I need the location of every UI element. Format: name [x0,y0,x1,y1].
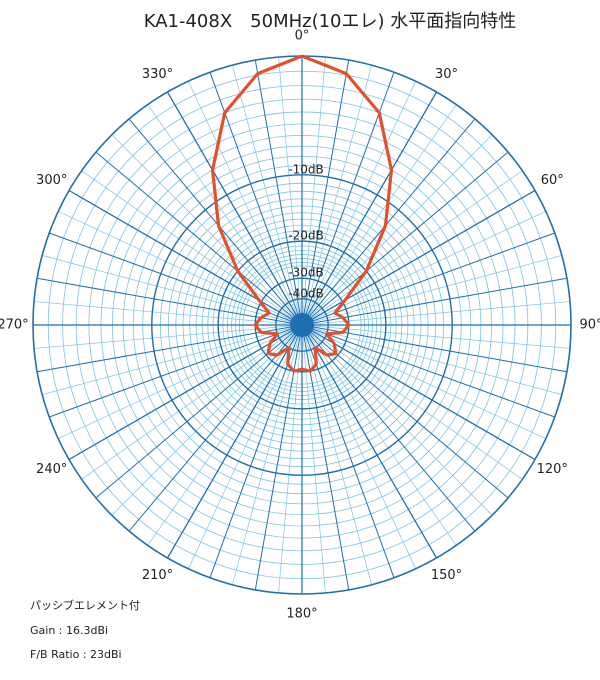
note: F/B Ratio : 23dBi [30,648,122,661]
r-tick-label: -20dB [288,229,323,243]
spoke [95,151,303,326]
spoke [301,324,555,418]
spoke [81,324,303,480]
spoke [209,324,303,578]
spoke [301,232,555,326]
spoke [254,59,303,326]
r-tick-label: -40dB [288,286,323,300]
theta-tick-label: 330° [142,67,173,82]
spoke [301,324,372,585]
spoke [301,151,509,326]
theta-grid-line [301,91,438,326]
spoke [301,324,568,373]
spoke [232,324,303,585]
spoke [147,104,303,326]
spoke [128,118,303,326]
theta-tick-label: 90° [579,318,600,333]
spoke [301,56,326,326]
theta-grid-line [68,189,303,326]
spoke [301,255,562,326]
grid [32,55,572,595]
theta-tick-label: 300° [36,173,67,188]
spoke [301,324,417,569]
spoke [301,324,523,480]
spoke [301,324,546,440]
spoke [301,81,417,326]
note: パッシブエレメント付 [30,598,140,612]
spoke [301,170,523,326]
r-tick-label: -10dB [288,162,323,176]
spoke [111,134,303,326]
theta-grid-line [301,324,536,461]
spoke [36,324,303,373]
spoke [301,324,562,395]
spoke [301,324,457,546]
chart-title: KA1-408X 50MHz(10エレ) 水平面指向特性 [144,11,517,32]
spoke [278,56,303,326]
spoke [49,324,303,418]
theta-tick-label: 120° [537,462,568,477]
spoke [58,324,303,440]
spoke [147,324,303,546]
theta-grid-line [68,324,303,461]
note: Gain : 16.3dBi [30,624,108,637]
r-tick-label: -30dB [288,266,323,280]
spoke [301,324,493,516]
theta-tick-label: 180° [286,607,317,622]
theta-grid-line [166,91,303,326]
spoke [42,255,303,326]
spoke [301,118,476,326]
theta-tick-label: 270° [0,318,29,333]
spoke [42,324,303,395]
theta-grid-line [301,324,438,559]
theta-tick-label: 240° [36,462,67,477]
spoke [128,324,303,532]
spoke [301,324,476,532]
spoke [301,210,546,326]
spoke [187,324,303,569]
theta-grid-line [166,324,303,559]
spoke [301,277,568,326]
spoke [301,134,493,326]
spoke [301,104,457,326]
theta-tick-label: 30° [435,67,458,82]
pattern-line [210,54,394,373]
spoke [111,324,303,516]
theta-grid-line [301,189,536,326]
spoke [301,65,372,326]
spoke [301,59,350,326]
spoke [49,232,303,326]
theta-tick-label: 0° [295,29,310,44]
theta-tick-label: 210° [142,568,173,583]
spoke [187,81,303,326]
theta-tick-label: 150° [431,568,462,583]
spoke [301,324,395,578]
spoke [81,170,303,326]
spoke [232,65,303,326]
theta-tick-label: 60° [541,173,564,188]
spoke [58,210,303,326]
spoke [36,277,303,326]
